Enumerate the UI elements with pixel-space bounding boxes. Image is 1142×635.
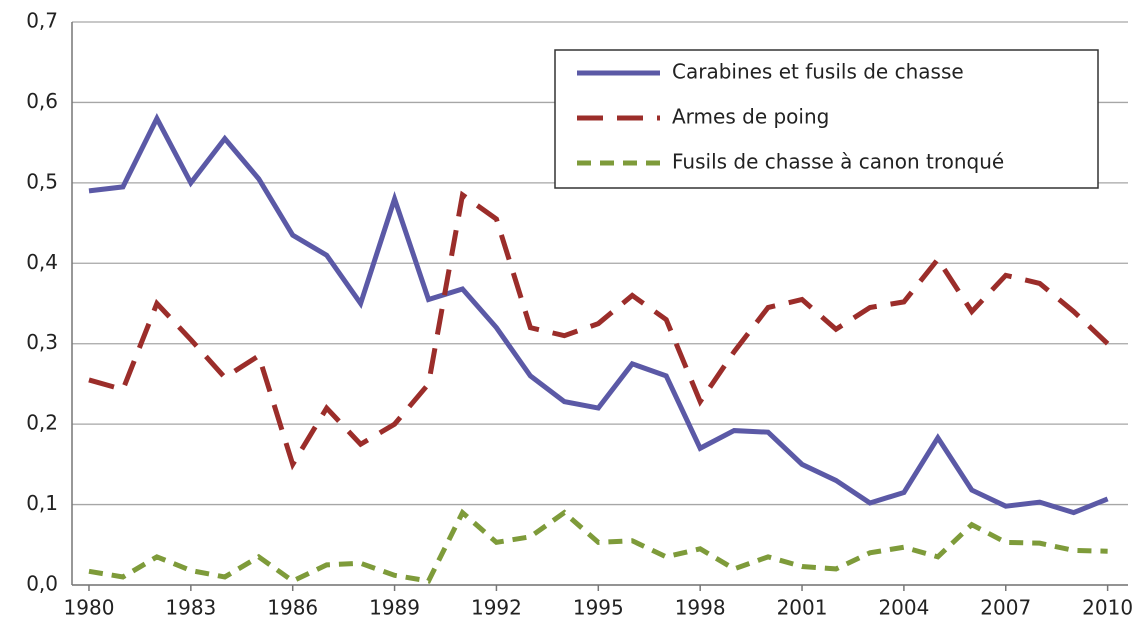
x-tick-label: 1983	[165, 596, 216, 620]
y-tick-label: 0,4	[26, 250, 58, 274]
legend-label: Armes de poing	[672, 105, 829, 129]
y-tick-label: 0,7	[26, 9, 58, 33]
series-line	[88, 508, 1108, 584]
series-line	[88, 190, 1110, 471]
y-tick-label: 0,2	[26, 411, 58, 435]
x-tick-label: 1989	[369, 596, 420, 620]
x-tick-label: 2001	[777, 596, 828, 620]
legend-label: Fusils de chasse à canon tronqué	[672, 150, 1004, 174]
y-tick-label: 0,3	[26, 330, 58, 354]
x-tick-label: 1986	[267, 596, 318, 620]
y-tick-label: 0,6	[26, 89, 58, 113]
y-tick-label: 0,0	[26, 572, 58, 596]
x-tick-label: 2007	[980, 596, 1031, 620]
y-tick-label: 0,5	[26, 169, 58, 193]
x-tick-label: 1980	[64, 596, 115, 620]
x-tick-label: 2010	[1082, 596, 1133, 620]
legend: Carabines et fusils de chasse Armes de po…	[554, 49, 1099, 189]
legend-box	[554, 49, 1099, 189]
y-tick-label: 0,1	[26, 491, 58, 515]
x-tick-label: 1995	[573, 596, 624, 620]
x-tick-label: 2004	[878, 596, 929, 620]
x-tick-label: 1998	[675, 596, 726, 620]
series-line	[88, 113, 1109, 516]
legend-label: Carabines et fusils de chasse	[672, 60, 964, 84]
x-tick-label: 1992	[471, 596, 522, 620]
